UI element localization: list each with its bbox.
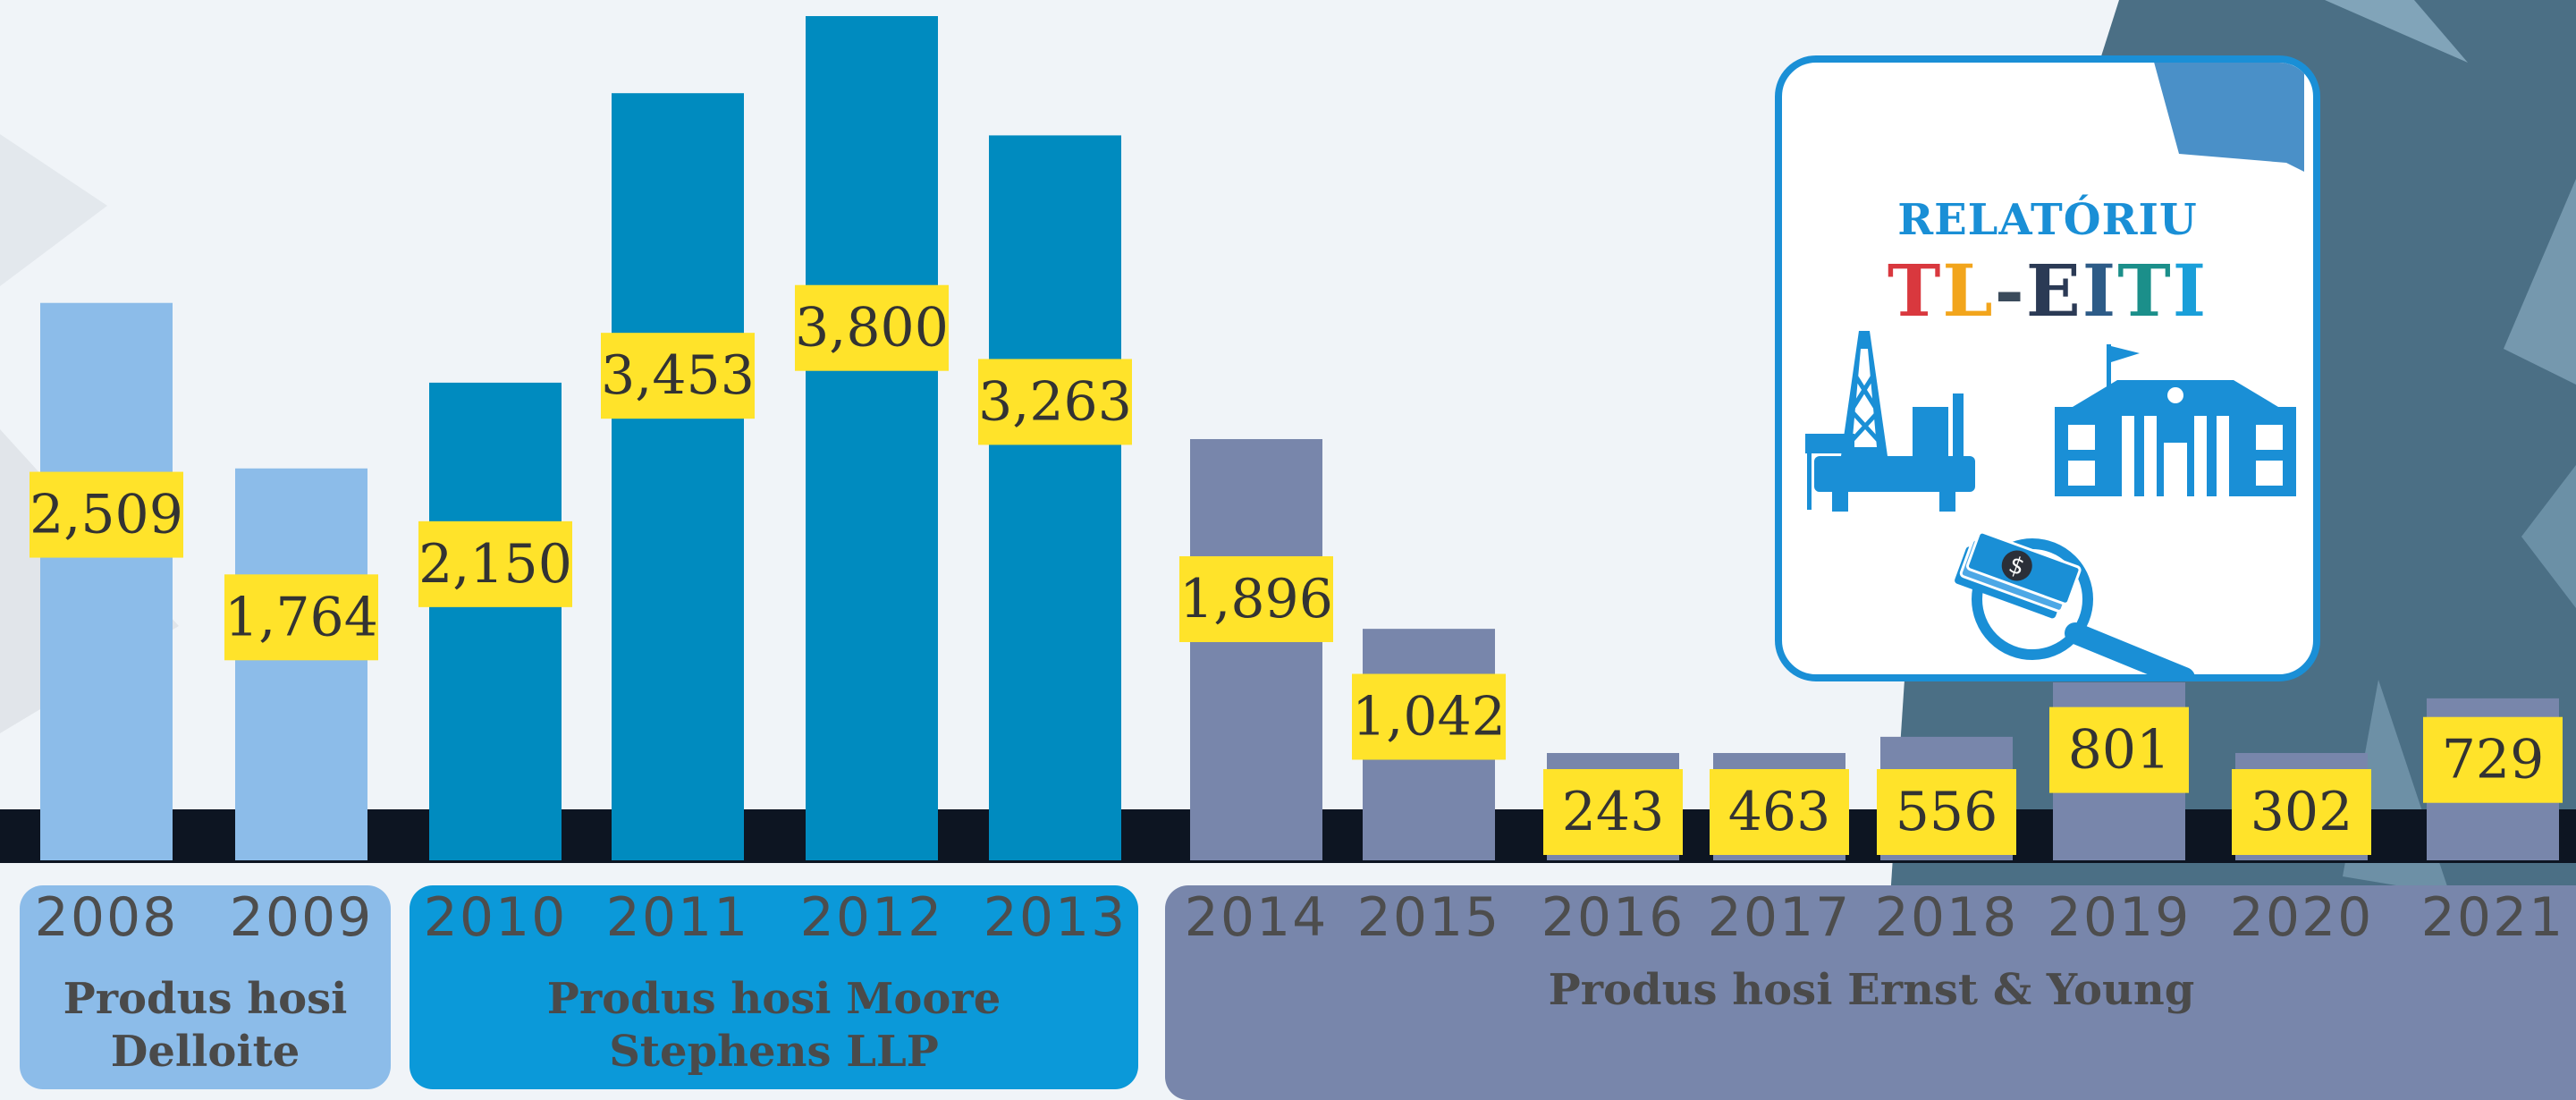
x-tick-label-2011: 2011 [606, 886, 750, 949]
x-tick-label-2014: 2014 [1185, 886, 1329, 949]
x-tick-label-2010: 2010 [424, 886, 568, 949]
bar-2008 [40, 302, 173, 861]
data-label-box-2018 [1877, 769, 2016, 855]
data-label-box-2017 [1710, 769, 1849, 855]
bar-2013 [989, 135, 1121, 860]
brand-letter: I [2172, 249, 2209, 333]
data-label-box-2010 [418, 520, 572, 607]
x-tick-label-2021: 2021 [2421, 886, 2565, 949]
data-label-2009: 1,764 [224, 586, 378, 648]
group-label-moore-line1: Produs hosi Moore [546, 974, 1001, 1024]
x-tick-label-2012: 2012 [800, 886, 944, 949]
money-magnifier-icon: $ [1955, 530, 2195, 674]
x-tick-label-2013: 2013 [984, 886, 1128, 949]
data-label-2008: 2,509 [30, 484, 183, 546]
group-label-moore-line2: Stephens LLP [609, 1026, 939, 1077]
report-card: RELATÓRIU TL-EITI [1775, 55, 2320, 681]
x-tick-label-2008: 2008 [35, 886, 179, 949]
group-label-deloitte-line1: Produs hosi [63, 974, 348, 1024]
report-title: RELATÓRIU [1897, 195, 2198, 245]
brand-letter: T [1887, 249, 1943, 333]
x-tick-label-2015: 2015 [1357, 886, 1501, 949]
x-tick-label-2009: 2009 [230, 886, 374, 949]
data-label-2011: 3,453 [601, 344, 755, 407]
group-label-ey-line1: Produs hosi Ernst & Young [1548, 965, 2195, 1015]
brand-letter: - [1994, 249, 2026, 333]
x-tick-label-2020: 2020 [2230, 886, 2374, 949]
oil-rig-icon [1805, 331, 1975, 512]
data-label-box-2008 [30, 471, 183, 558]
data-label-box-2019 [2049, 707, 2189, 793]
x-tick-label-2016: 2016 [1541, 886, 1685, 949]
data-label-2013: 3,263 [978, 370, 1132, 433]
data-label-2010: 2,150 [418, 533, 572, 596]
data-label-box-2013 [978, 359, 1132, 445]
group-box-moore-stephens: Produs hosi Moore Stephens LLP [410, 885, 1138, 1089]
data-label-2015: 1,042 [1352, 686, 1506, 749]
group-box-deloitte: Produs hosi Delloite [20, 885, 391, 1089]
data-label-box-2014 [1179, 555, 1333, 642]
bar-2011 [612, 93, 744, 861]
data-label-2020: 302 [2251, 781, 2353, 843]
brand-logo: TL-EITI [1782, 249, 2313, 333]
data-label-2019: 801 [2068, 719, 2171, 782]
data-label-2014: 1,896 [1179, 568, 1333, 630]
brand-letter: E [2025, 249, 2082, 333]
brand-letter: L [1942, 249, 1995, 333]
data-label-2021: 729 [2442, 729, 2545, 791]
data-label-box-2012 [795, 284, 949, 371]
bar-2010 [429, 382, 562, 860]
data-label-box-2020 [2232, 769, 2371, 855]
bar-2014 [1190, 438, 1322, 860]
x-tick-label-2018: 2018 [1875, 886, 2019, 949]
group-box-ernst-young: Produs hosi Ernst & Young [1165, 885, 2576, 1100]
x-tick-label-2019: 2019 [2048, 886, 2192, 949]
data-label-2017: 463 [1728, 781, 1831, 843]
data-label-2018: 556 [1896, 781, 1998, 843]
group-label-deloitte-line2: Delloite [110, 1026, 300, 1077]
data-label-box-2011 [601, 333, 755, 419]
brand-letter: I [2082, 249, 2118, 333]
bar-2009 [235, 468, 367, 860]
data-label-box-2009 [224, 574, 378, 661]
page-fold-graphic [2154, 63, 2304, 172]
brand-letter: T [2117, 249, 2173, 333]
government-building-icon [2055, 344, 2296, 496]
x-tick-label-2017: 2017 [1708, 886, 1852, 949]
data-label-2016: 243 [1562, 781, 1665, 843]
data-label-box-2015 [1352, 673, 1506, 760]
data-label-2012: 3,800 [795, 297, 949, 360]
data-label-box-2016 [1543, 769, 1683, 855]
data-label-box-2021 [2423, 716, 2563, 803]
bar-2012 [806, 16, 938, 860]
